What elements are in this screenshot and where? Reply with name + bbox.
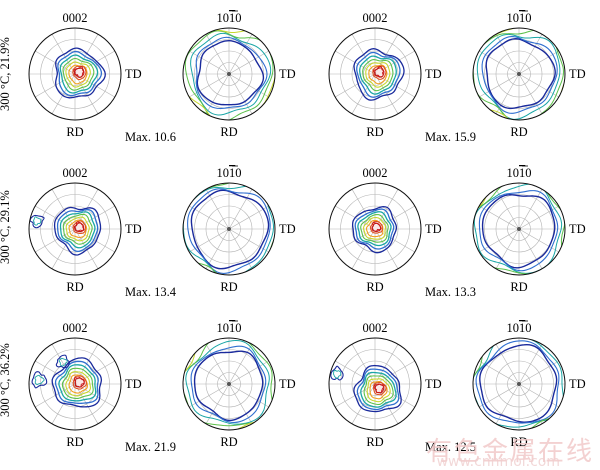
td-label-prism-r1-s2: TD: [569, 67, 586, 81]
rd-label-basal-r3-s1: RD: [66, 435, 83, 449]
td-label-basal-r1-s2: TD: [425, 67, 442, 81]
rd-label-basal-r2-s1: RD: [66, 280, 83, 294]
prism-title-r1-s1: 1010: [217, 11, 242, 25]
td-label-basal-r2-s1: TD: [125, 222, 142, 236]
basal-title-r2-s1: 0002: [63, 166, 88, 180]
max-value-r3-s1: Max. 21.9: [125, 440, 176, 454]
row-label-2: 300 °C, 29.1%: [0, 190, 12, 264]
rd-label-prism-r1-s1: RD: [220, 125, 237, 139]
prism-pole-figure-r1-s2: [472, 27, 566, 121]
prism-title-r2-s2: 1010: [507, 166, 532, 180]
basal-pole-figure-r3-s2: [328, 337, 422, 431]
prism-pole-figure-r3-s2: [472, 337, 566, 431]
basal-title-r2-s2: 0002: [363, 166, 388, 180]
prism-title-r2-s1: 1010: [217, 166, 242, 180]
prism-title-r3-s2: 1010: [507, 321, 532, 335]
row-label-3: 300 °C, 36.2%: [0, 343, 12, 417]
basal-pole-figure-r2-s1: [28, 182, 122, 276]
rd-label-basal-r1-s2: RD: [366, 125, 383, 139]
max-value-r3-s2: Max. 12.5: [425, 440, 476, 454]
td-label-basal-r2-s2: TD: [425, 222, 442, 236]
basal-pole-figure-r2-s1-contours: [29, 206, 102, 256]
td-label-prism-r2-s2: TD: [569, 222, 586, 236]
basal-pole-figure-r1-s1-contours: [55, 47, 106, 99]
max-value-r1-s1: Max. 10.6: [125, 130, 176, 144]
row-label-1: 300 °C, 21.9%: [0, 37, 12, 111]
rd-label-basal-r1-s1: RD: [66, 125, 83, 139]
max-value-r1-s2: Max. 15.9: [425, 130, 476, 144]
basal-pole-figure-r1-s2-contours: [353, 48, 405, 101]
basal-pole-figure-r2-s2-contours: [351, 205, 398, 254]
rd-label-prism-r2-s2: RD: [510, 280, 527, 294]
td-label-prism-r3-s1: TD: [279, 377, 296, 391]
basal-title-r1-s1: 0002: [63, 11, 88, 25]
max-value-r2-s1: Max. 13.4: [125, 285, 177, 299]
prism-pole-figure-r1-s1: [182, 27, 276, 121]
prism-pole-figure-r2-s2: [472, 182, 566, 276]
prism-pole-figure-r2-s1: [182, 182, 276, 276]
max-value-r2-s2: Max. 13.3: [425, 285, 476, 299]
prism-pole-figure-r3-s1: [182, 337, 276, 431]
rd-label-prism-r1-s2: RD: [510, 125, 527, 139]
watermark-url: www.cnnmol.com: [436, 454, 560, 470]
rd-label-basal-r2-s2: RD: [366, 280, 383, 294]
td-label-basal-r1-s1: TD: [125, 67, 142, 81]
rd-label-prism-r3-s1: RD: [220, 435, 237, 449]
td-label-prism-r3-s2: TD: [569, 377, 586, 391]
basal-pole-figure-r3-s1-contours: [31, 354, 103, 408]
basal-title-r3-s2: 0002: [363, 321, 388, 335]
td-label-prism-r2-s1: TD: [279, 222, 296, 236]
td-label-basal-r3-s2: TD: [425, 377, 442, 391]
watermark: 有色金属在线: [425, 437, 594, 467]
td-label-basal-r3-s1: TD: [125, 377, 142, 391]
prism-title-r1-s2: 1010: [507, 11, 532, 25]
basal-title-r1-s2: 0002: [363, 11, 388, 25]
basal-pole-figure-r1-s1: [28, 27, 122, 121]
prism-title-r3-s1: 1010: [217, 321, 242, 335]
basal-pole-figure-r2-s2: [328, 182, 422, 276]
basal-pole-figure-r3-s2-contours: [330, 364, 402, 413]
rd-label-prism-r2-s1: RD: [220, 280, 237, 294]
basal-pole-figure-r3-s1: [28, 337, 122, 431]
rd-label-prism-r3-s2: RD: [510, 435, 527, 449]
td-label-prism-r1-s1: TD: [279, 67, 296, 81]
basal-title-r3-s1: 0002: [63, 321, 88, 335]
basal-pole-figure-r1-s2: [328, 27, 422, 121]
rd-label-basal-r3-s2: RD: [366, 435, 383, 449]
